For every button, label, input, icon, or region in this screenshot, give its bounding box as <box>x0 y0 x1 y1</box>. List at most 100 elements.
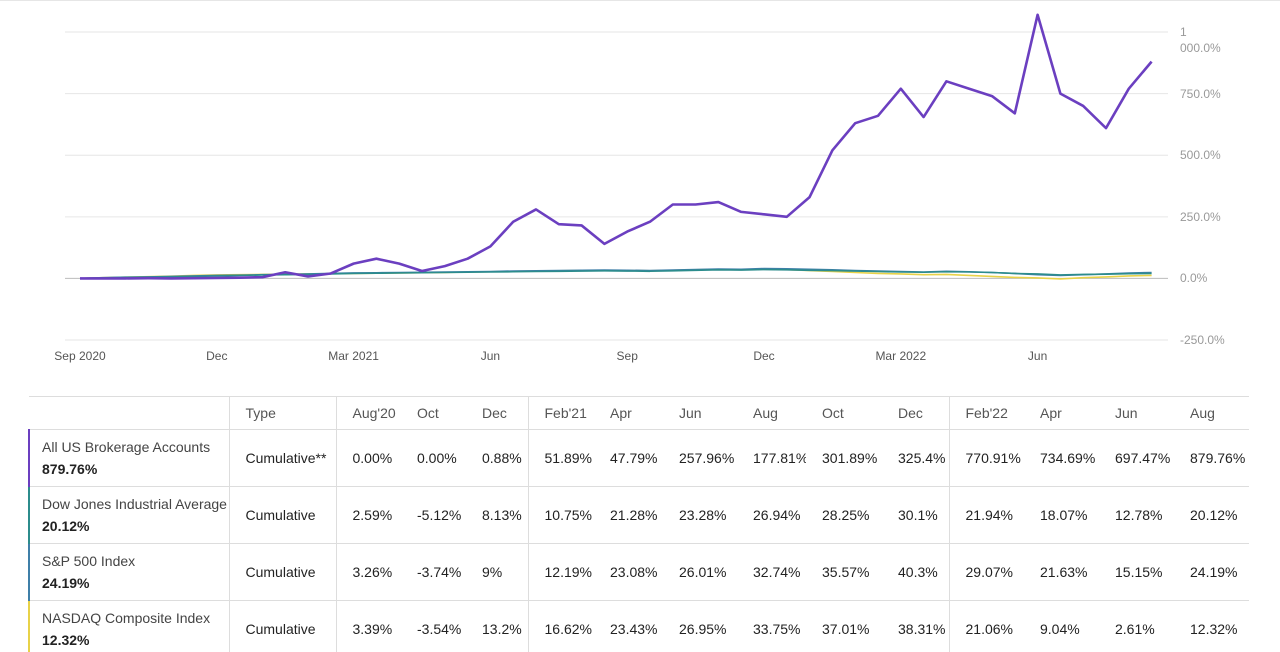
value-cell: 257.96% <box>663 429 737 487</box>
value-cell: 12.78% <box>1099 486 1174 544</box>
table-row: S&P 500 Index 24.19% Cumulative 3.26% -3.74%… <box>28 543 1249 601</box>
type-cell: Cumulative <box>229 600 337 652</box>
value-cell: -3.74% <box>401 543 466 601</box>
value-cell: 18.07% <box>1024 486 1099 544</box>
y-tick-label: 500.0% <box>1180 148 1221 163</box>
value-cell: 26.95% <box>663 600 737 652</box>
y-tick-label: 0.0% <box>1180 271 1208 286</box>
value-cell: 10.75% <box>528 486 594 544</box>
value-cell: 29.07% <box>949 543 1024 601</box>
series-name: NASDAQ Composite Index <box>42 610 211 626</box>
table-row: NASDAQ Composite Index 12.32% Cumulative 3.… <box>28 600 1249 652</box>
x-tick-label: Dec <box>206 349 227 363</box>
header-cell: Oct <box>806 396 882 430</box>
x-tick-label: Jun <box>481 349 500 363</box>
value-cell: 3.26% <box>336 543 401 601</box>
value-cell: 21.06% <box>949 600 1024 652</box>
header-cell: Dec <box>466 396 529 430</box>
header-cell: Apr <box>1024 396 1099 430</box>
series-total: 20.12% <box>42 518 90 534</box>
value-cell: 734.69% <box>1024 429 1099 487</box>
value-cell: 28.25% <box>806 486 882 544</box>
value-cell: 47.79% <box>594 429 663 487</box>
value-cell: 12.19% <box>528 543 594 601</box>
header-cell: Apr <box>594 396 663 430</box>
series-name: All US Brokerage Accounts <box>42 439 211 455</box>
type-cell: Cumulative <box>229 486 337 544</box>
value-cell: 23.43% <box>594 600 663 652</box>
value-cell: 12.32% <box>1174 600 1249 652</box>
header-cell: Type <box>229 396 337 430</box>
series-total: 12.32% <box>42 632 90 648</box>
value-cell: 21.94% <box>949 486 1024 544</box>
value-cell: 9.04% <box>1024 600 1099 652</box>
table-row: All US Brokerage Accounts 879.76% Cumulati… <box>28 429 1249 487</box>
value-cell: 23.08% <box>594 543 663 601</box>
name-cell: S&P 500 Index 24.19% <box>28 543 230 601</box>
value-cell: 16.62% <box>528 600 594 652</box>
y-tick-label: -250.0% <box>1180 333 1225 347</box>
series-total: 879.76% <box>42 461 98 477</box>
value-cell: 3.39% <box>336 600 401 652</box>
x-tick-label: Sep 2020 <box>54 349 106 363</box>
header-cell: Jun <box>663 396 737 430</box>
type-cell: Cumulative** <box>229 429 337 487</box>
value-cell: 301.89% <box>806 429 882 487</box>
series-name: S&P 500 Index <box>42 553 136 569</box>
header-cell: Oct <box>401 396 466 430</box>
header-cell: Aug <box>1174 396 1249 430</box>
name-cell: NASDAQ Composite Index 12.32% <box>28 600 230 652</box>
value-cell: 879.76% <box>1174 429 1249 487</box>
value-cell: 32.74% <box>737 543 806 601</box>
series-name: Dow Jones Industrial Average <box>42 496 227 512</box>
value-cell: 23.28% <box>663 486 737 544</box>
value-cell: 770.91% <box>949 429 1024 487</box>
value-cell: 0.88% <box>466 429 529 487</box>
value-cell: 2.59% <box>336 486 401 544</box>
header-cell: Jun <box>1099 396 1174 430</box>
chart: Sep 2020 Dec Mar 2021 Jun Sep Dec Mar 2022 Jun <box>54 13 1168 363</box>
y-tick-label: 250.0% <box>1180 209 1221 224</box>
type-cell: Cumulative <box>229 543 337 601</box>
header-cell: Dec <box>882 396 950 430</box>
value-cell: 40.3% <box>882 543 950 601</box>
value-cell: 13.2% <box>466 600 529 652</box>
value-cell: 30.1% <box>882 486 950 544</box>
value-cell: 325.4% <box>882 429 950 487</box>
value-cell: 8.13% <box>466 486 529 544</box>
value-cell: 2.61% <box>1099 600 1174 652</box>
value-cell: 38.31% <box>882 600 950 652</box>
value-cell: 26.01% <box>663 543 737 601</box>
y-tick-label: 750.0% <box>1180 86 1221 101</box>
value-cell: 0.00% <box>336 429 401 487</box>
x-tick-label: Mar 2022 <box>875 349 926 363</box>
value-cell: 0.00% <box>401 429 466 487</box>
value-cell: 24.19% <box>1174 543 1249 601</box>
header-cell: Aug <box>737 396 806 430</box>
y-tick-label: 1 000.0% <box>1180 25 1221 56</box>
value-cell: 33.75% <box>737 600 806 652</box>
name-cell: Dow Jones Industrial Average 20.12% <box>28 486 230 544</box>
x-tick-label: Jun <box>1028 349 1047 363</box>
value-cell: 21.63% <box>1024 543 1099 601</box>
value-cell: 15.15% <box>1099 543 1174 601</box>
header-cell <box>29 396 230 430</box>
returns-table: Type Aug'20 Oct Dec Feb'21 Apr Jun Aug Oct Dec Feb… <box>28 396 1249 652</box>
value-cell: 697.47% <box>1099 429 1174 487</box>
series-line <box>80 13 1153 280</box>
value-cell: 9% <box>466 543 529 601</box>
value-cell: 26.94% <box>737 486 806 544</box>
table-row: Dow Jones Industrial Average 20.12% Cumula… <box>28 486 1249 544</box>
value-cell: 177.81% <box>737 429 806 487</box>
value-cell: 21.28% <box>594 486 663 544</box>
name-cell: All US Brokerage Accounts 879.76% <box>28 429 230 487</box>
value-cell: 37.01% <box>806 600 882 652</box>
header-cell: Feb'22 <box>949 396 1024 430</box>
value-cell: -3.54% <box>401 600 466 652</box>
header-cell: Aug'20 <box>336 396 401 430</box>
series-line <box>79 268 1152 280</box>
x-tick-label: Sep <box>617 349 639 363</box>
value-cell: 20.12% <box>1174 486 1249 544</box>
header-cell: Feb'21 <box>528 396 594 430</box>
